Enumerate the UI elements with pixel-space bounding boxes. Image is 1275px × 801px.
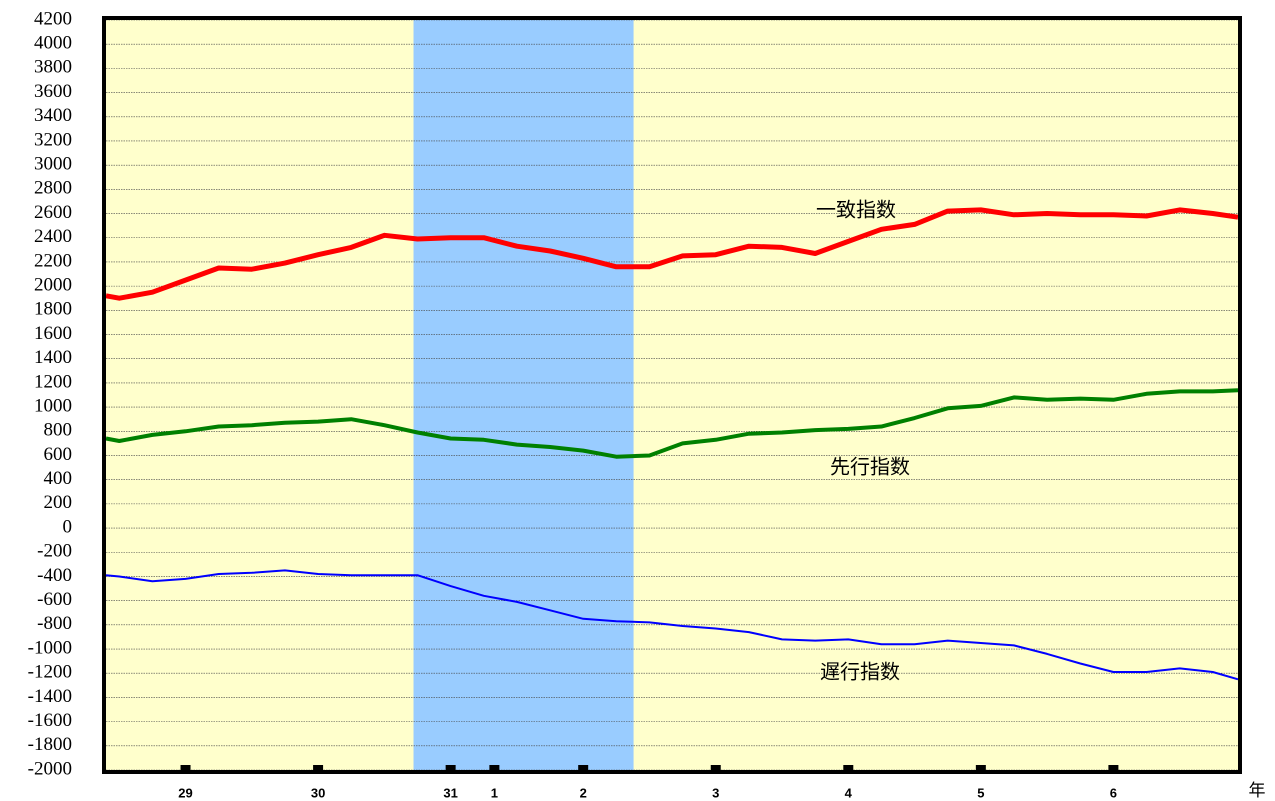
y-tick-label: -1800 xyxy=(28,734,72,755)
y-tick-label: 3600 xyxy=(34,81,72,102)
y-tick-label: 2000 xyxy=(34,274,72,295)
y-tick-label: 4000 xyxy=(34,33,72,54)
x-tick-label: 6 xyxy=(1110,785,1117,800)
x-tick-label: 3 xyxy=(712,785,719,800)
series-line xyxy=(105,207,1239,301)
x-tick-label: 29 xyxy=(178,785,192,800)
series-line xyxy=(105,388,1239,459)
x-tick-label: 2 xyxy=(580,785,587,800)
y-tick-label: -600 xyxy=(37,589,72,610)
x-tick-label: 31 xyxy=(443,785,457,800)
y-tick-label: 200 xyxy=(44,492,73,513)
y-tick-label: 600 xyxy=(44,444,73,465)
x-tick-label: 4 xyxy=(845,785,853,800)
y-tick-label: -1600 xyxy=(28,710,72,731)
shade-band xyxy=(413,20,634,770)
y-tick-label: 1000 xyxy=(34,395,72,416)
x-axis-label: 年 xyxy=(1249,781,1266,801)
series-line xyxy=(105,569,1239,681)
x-tick-mark xyxy=(313,765,324,770)
x-tick-label: 30 xyxy=(311,785,325,800)
y-tick-label: 2200 xyxy=(34,250,72,271)
y-tick-label: 3800 xyxy=(34,57,72,78)
y-tick-label: -200 xyxy=(37,541,72,562)
y-tick-label: -1200 xyxy=(28,662,72,683)
y-tick-label: 2800 xyxy=(34,178,72,199)
x-tick-mark xyxy=(710,765,721,770)
y-tick-label: 400 xyxy=(44,468,73,489)
series-annotation: 先行指数 xyxy=(830,455,910,479)
x-tick-mark xyxy=(975,765,986,770)
x-tick-mark xyxy=(1108,765,1119,770)
x-tick-mark xyxy=(489,765,500,770)
x-tick-mark xyxy=(843,765,854,770)
y-tick-label: 2400 xyxy=(34,226,72,247)
y-tick-label: -800 xyxy=(37,613,72,634)
x-tick-label: 1 xyxy=(491,785,498,800)
x-tick-mark xyxy=(578,765,589,770)
y-tick-label: 3000 xyxy=(34,154,72,175)
series-annotation: 遅行指数 xyxy=(820,660,900,684)
y-tick-label: -1400 xyxy=(28,686,72,707)
y-tick-label: 1400 xyxy=(34,347,72,368)
plot-background xyxy=(106,20,1238,770)
x-tick-mark xyxy=(445,765,456,770)
series-annotation: 一致指数 xyxy=(816,198,896,222)
y-tick-label: 1200 xyxy=(34,371,72,392)
y-tick-label: 1600 xyxy=(34,323,72,344)
y-tick-label: 0 xyxy=(63,516,73,537)
y-tick-label: 3200 xyxy=(34,129,72,150)
y-tick-label: 2600 xyxy=(34,202,72,223)
y-tick-label: 800 xyxy=(44,420,73,441)
y-tick-label: -2000 xyxy=(28,758,72,779)
y-tick-label: -1000 xyxy=(28,637,72,658)
y-tick-label: 3400 xyxy=(34,105,72,126)
y-tick-label: 1800 xyxy=(34,299,72,320)
plot-border xyxy=(102,16,1242,774)
x-tick-label: 5 xyxy=(977,785,984,800)
x-tick-mark xyxy=(180,765,191,770)
y-tick-label: 4200 xyxy=(34,8,72,29)
y-tick-label: -400 xyxy=(37,565,72,586)
